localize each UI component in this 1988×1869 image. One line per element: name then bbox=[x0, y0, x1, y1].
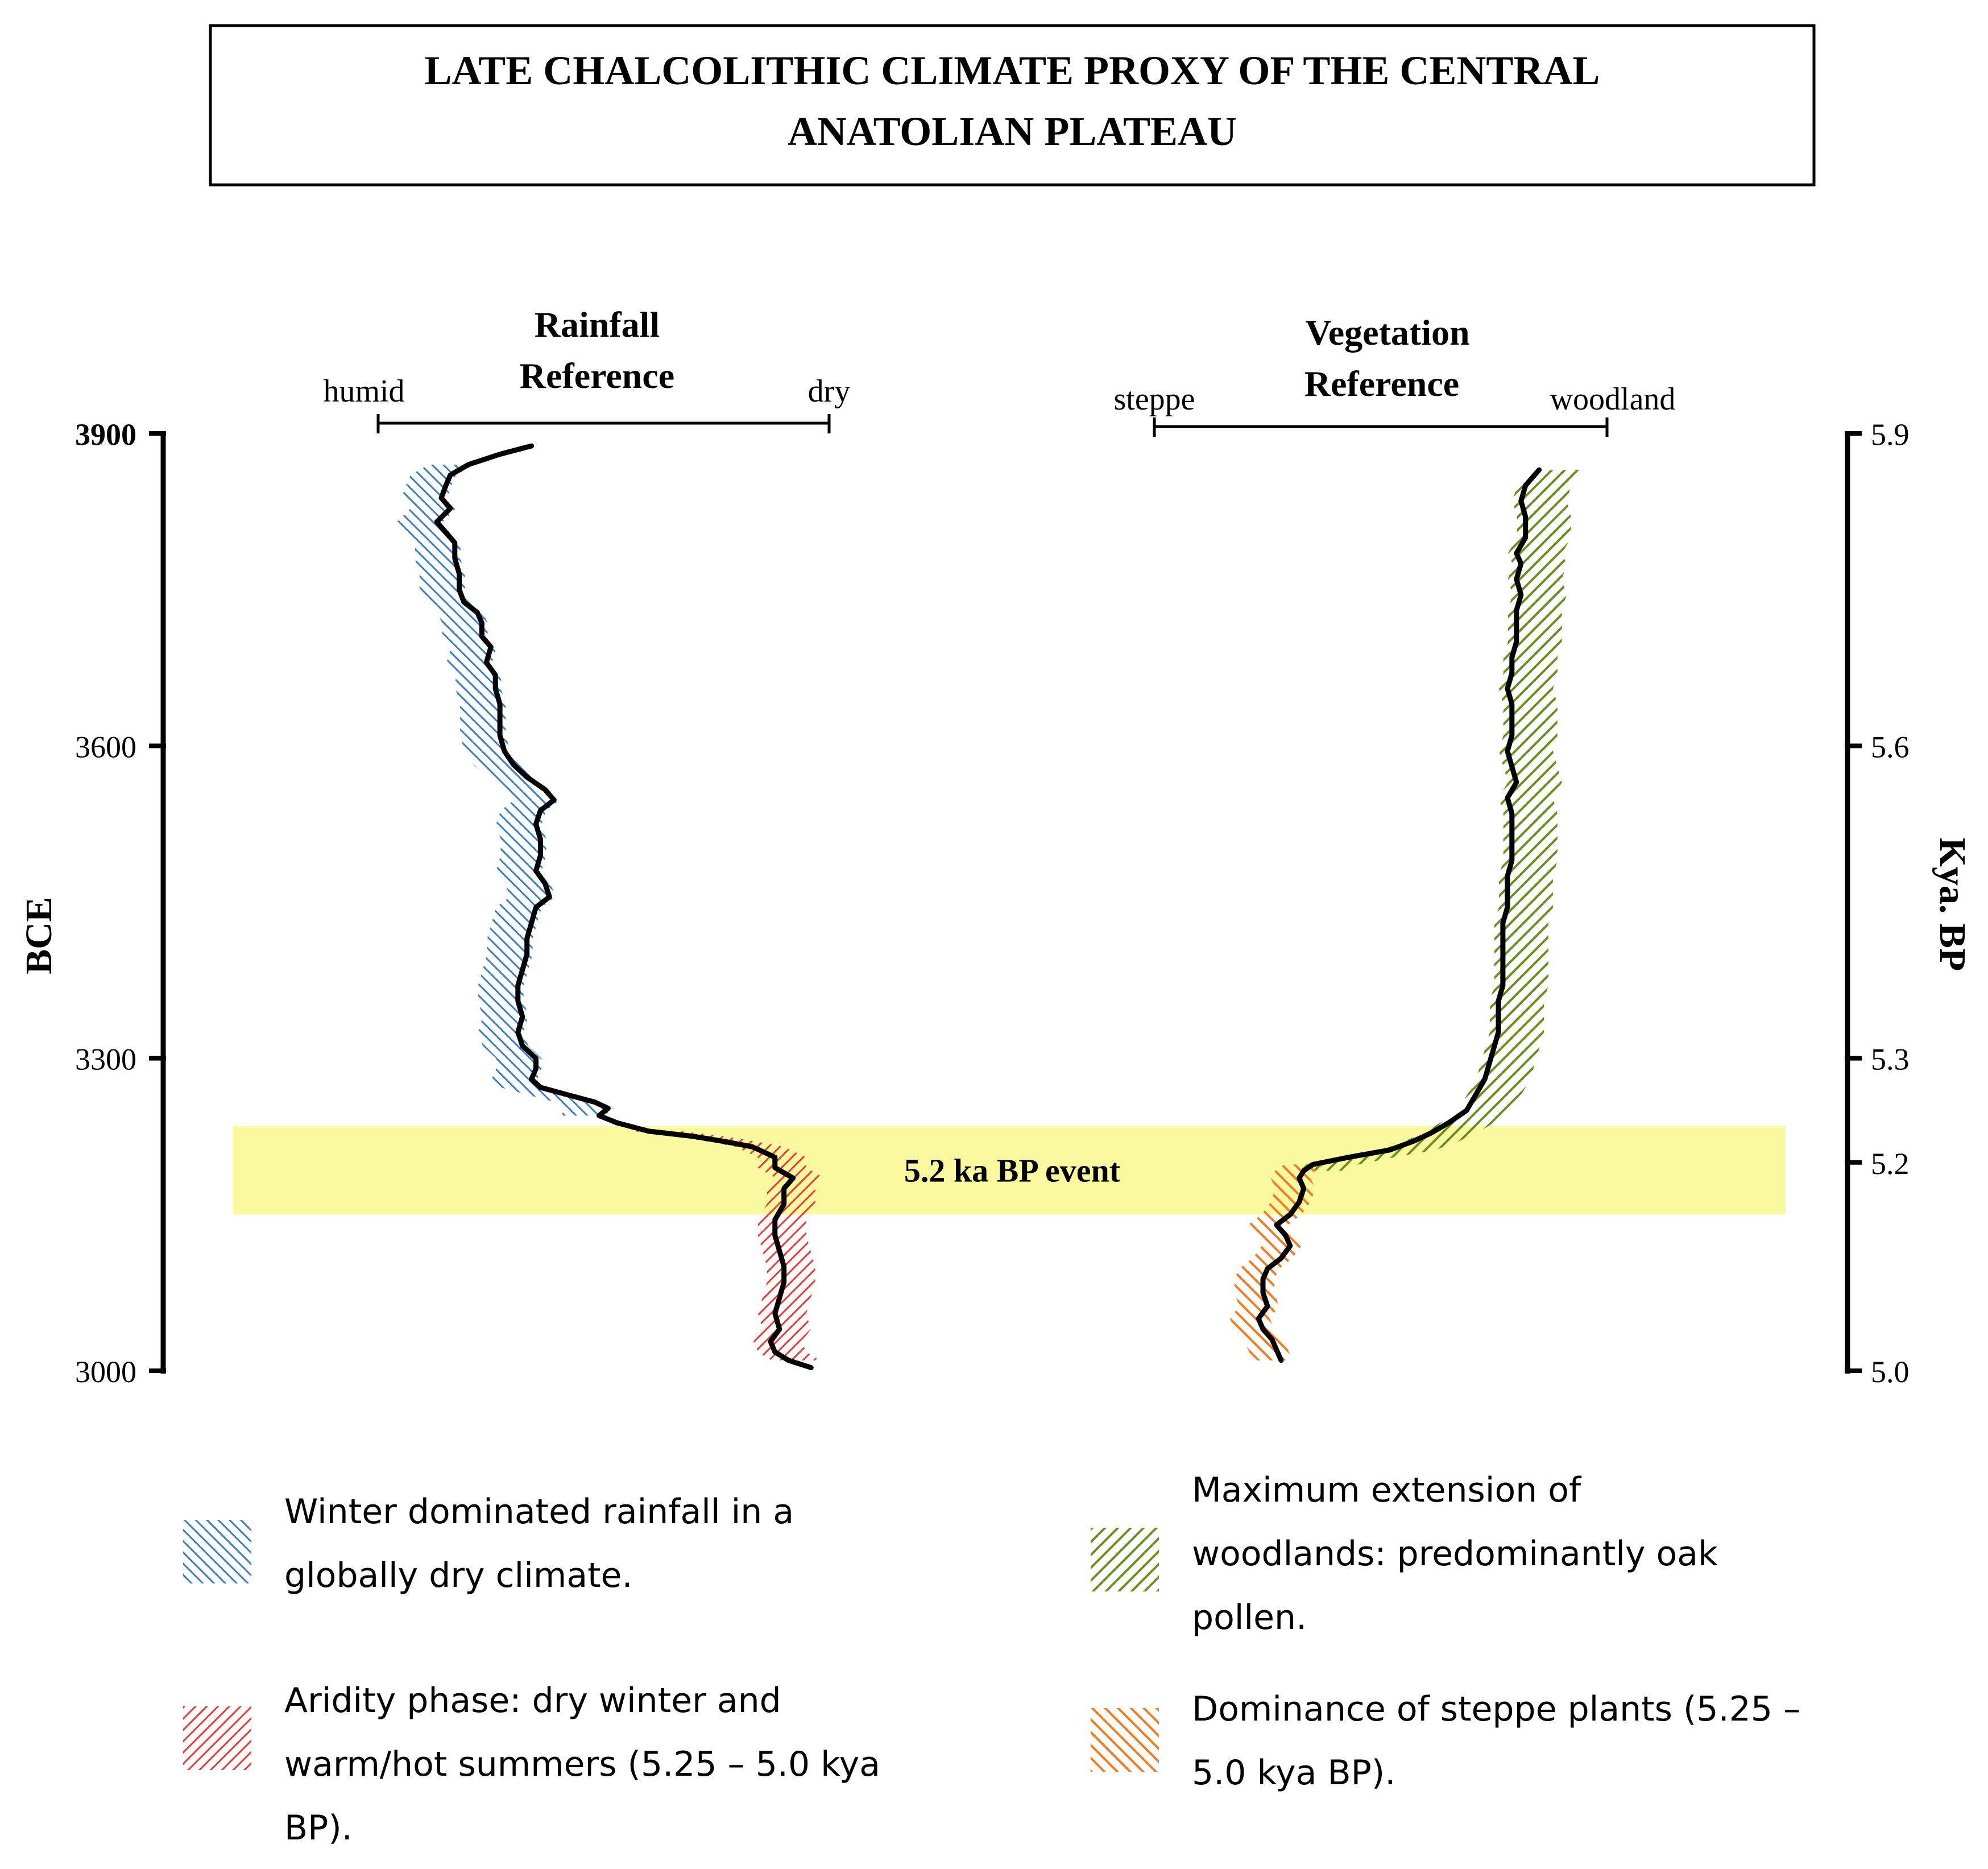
woodland-hatch-band bbox=[1295, 470, 1585, 1171]
left-axis-tick-label: 3900 bbox=[75, 417, 136, 452]
legend-text-steppe: Dominance of steppe plants (5.25 – 5.0 k… bbox=[1192, 1677, 1800, 1805]
left-axis-tick-label: 3600 bbox=[75, 730, 136, 764]
legend-swatch-arid bbox=[183, 1706, 251, 1770]
legend-line: Maximum extension of bbox=[1192, 1470, 1581, 1510]
legend-item-woodland: Maximum extension of woodlands: predomin… bbox=[1091, 1458, 1718, 1649]
vegetation-steppe-label: steppe bbox=[1113, 382, 1195, 417]
vegetation-title-line-1: Vegetation bbox=[1305, 312, 1469, 353]
right-axis-label: Kya. BP bbox=[1932, 838, 1973, 971]
right-axis-tick-label: 5.6 bbox=[1871, 730, 1910, 764]
right-axis-tick-label: 5.9 bbox=[1871, 417, 1910, 452]
legend-text-humid: Winter dominated rainfall in a globally … bbox=[284, 1480, 794, 1607]
legend-line: globally dry climate. bbox=[284, 1556, 633, 1595]
legend-item-steppe: Dominance of steppe plants (5.25 – 5.0 k… bbox=[1091, 1677, 1800, 1805]
right-axis-tick-label: 5.2 bbox=[1871, 1147, 1910, 1181]
legend-line: warm/hot summers (5.25 – 5.0 kya bbox=[284, 1744, 881, 1784]
left-axis-label: BCE bbox=[18, 897, 60, 974]
rainfall-dry-label: dry bbox=[808, 374, 851, 409]
legend-swatch-humid bbox=[183, 1520, 251, 1583]
legend-line: woodlands: predominantly oak bbox=[1192, 1534, 1718, 1574]
chart-title-line-1: LATE CHALCOLITHIC CLIMATE PROXY OF THE C… bbox=[425, 48, 1600, 93]
legend-item-arid: Aridity phase: dry winter and warm/hot s… bbox=[183, 1669, 880, 1860]
legend-line: BP). bbox=[284, 1808, 353, 1848]
chart-title-line-2: ANATOLIAN PLATEAU bbox=[788, 109, 1237, 154]
title-box bbox=[209, 24, 1816, 187]
left-axis-bce: 3900 3600 3300 3000 bbox=[75, 417, 166, 1389]
legend-line: 5.0 kya BP). bbox=[1192, 1753, 1396, 1793]
legend-line: Aridity phase: dry winter and bbox=[284, 1681, 781, 1721]
rainfall-humid-label: humid bbox=[323, 374, 404, 409]
legend-swatch-steppe bbox=[1091, 1708, 1159, 1772]
left-axis-tick-label: 3000 bbox=[75, 1355, 136, 1389]
legend-text-woodland: Maximum extension of woodlands: predomin… bbox=[1192, 1458, 1718, 1649]
vegetation-series-line bbox=[1256, 467, 1542, 1363]
right-axis-kya: 5.9 5.6 5.3 5.2 5.0 bbox=[1845, 417, 1910, 1389]
rainfall-series-line bbox=[434, 443, 814, 1370]
rainfall-title-line-2: Reference bbox=[520, 355, 674, 396]
vegetation-woodland-label: woodland bbox=[1550, 382, 1676, 417]
event-band-label: 5.2 ka BP event bbox=[904, 1152, 1121, 1189]
legend-line: pollen. bbox=[1192, 1598, 1307, 1638]
right-axis-tick-label: 5.0 bbox=[1871, 1355, 1910, 1389]
legend-line: Winter dominated rainfall in a bbox=[284, 1492, 794, 1532]
left-axis-tick-label: 3300 bbox=[75, 1043, 136, 1077]
event-band bbox=[233, 1126, 1786, 1215]
rainfall-title-line-1: Rainfall bbox=[535, 304, 660, 345]
legend-swatch-woodland bbox=[1091, 1528, 1159, 1591]
humid-hatch-band bbox=[397, 464, 614, 1116]
right-axis-tick-label: 5.3 bbox=[1871, 1043, 1910, 1077]
legend-text-arid: Aridity phase: dry winter and warm/hot s… bbox=[284, 1669, 880, 1860]
vegetation-title-line-2: Reference bbox=[1304, 363, 1459, 404]
legend-line: Dominance of steppe plants (5.25 – bbox=[1192, 1689, 1801, 1729]
legend-item-humid: Winter dominated rainfall in a globally … bbox=[183, 1480, 794, 1607]
